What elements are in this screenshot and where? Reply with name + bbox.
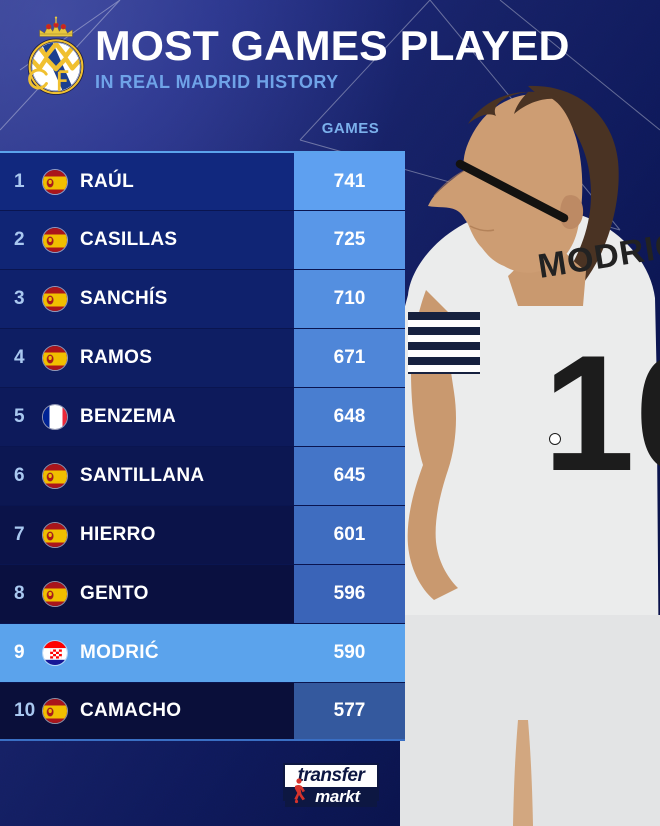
svg-text:10: 10 bbox=[543, 321, 660, 505]
